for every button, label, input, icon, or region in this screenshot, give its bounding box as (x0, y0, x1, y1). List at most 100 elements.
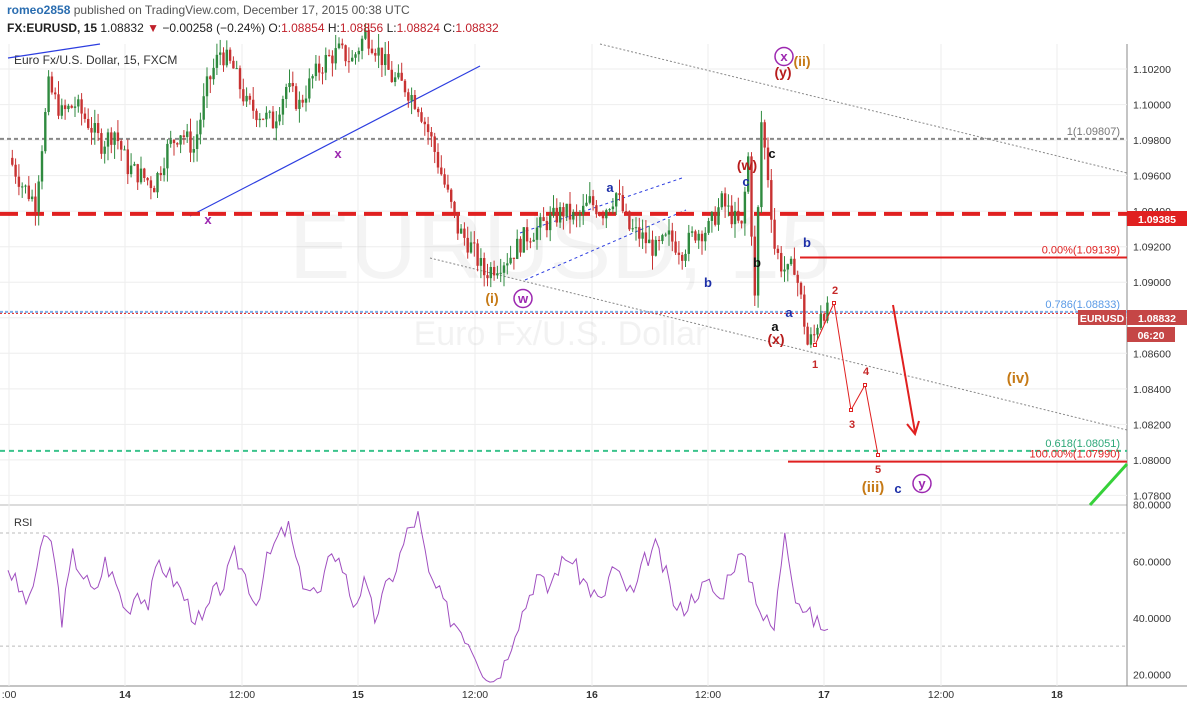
candle-body (651, 239, 654, 256)
candle-body (601, 214, 605, 219)
price-tick-label: 1.09000 (1133, 277, 1171, 289)
candle-body (433, 136, 436, 152)
candle-body (555, 207, 558, 223)
candle-body (162, 168, 166, 176)
candle-body (337, 43, 341, 49)
candle-body (469, 242, 473, 253)
quote-line: FX:EURUSD, 15 1.08832 ▼ −0.00258 (−0.24%… (7, 21, 499, 35)
candle-body (714, 212, 717, 225)
candle-body (40, 151, 44, 182)
candle-body (456, 212, 459, 234)
trendline-fragment (7, 43, 101, 59)
candle-body (657, 239, 661, 242)
close-value: 1.08832 (455, 21, 499, 35)
candle-body (766, 147, 770, 181)
candle-body (740, 220, 743, 224)
projection-node (832, 301, 836, 305)
candle-body (417, 108, 420, 113)
price-tick-label: 1.09600 (1133, 171, 1171, 183)
candle-body (172, 139, 176, 144)
candle-body (374, 52, 377, 56)
candle-body (278, 114, 281, 122)
price-tick-label: 1.08400 (1133, 384, 1171, 396)
candle-body (294, 86, 298, 109)
candle-body (153, 188, 156, 193)
candle-body (519, 238, 522, 253)
time-tick-label: 15 (352, 689, 364, 701)
green-trend-arrow (1088, 462, 1129, 507)
candle-body (783, 269, 786, 272)
candle-body (522, 227, 525, 253)
candle-body (149, 180, 153, 189)
publish-line: romeo2858 published on TradingView.com, … (7, 3, 410, 17)
candle-body (770, 180, 773, 220)
candle-body (618, 193, 621, 196)
candle-body (255, 110, 258, 121)
candle-body (407, 92, 410, 101)
candle-body (486, 275, 489, 279)
author-name[interactable]: romeo2858 (7, 3, 71, 17)
price-badge-text: 1.09385 (1138, 214, 1176, 226)
candle-body (27, 185, 30, 200)
candle-body (291, 83, 294, 87)
candle-body (492, 266, 496, 276)
candle-body (816, 327, 819, 335)
candle-body (578, 214, 582, 216)
candle-body (387, 54, 390, 70)
candle-body (463, 228, 466, 238)
candle-body (410, 95, 413, 101)
wave-label: w (517, 291, 529, 306)
wave-label: (y) (774, 64, 791, 80)
candle-body (195, 134, 199, 150)
candle-body (351, 57, 354, 62)
candle-body (634, 227, 638, 229)
candle-body (245, 95, 248, 102)
candle-body (450, 189, 453, 202)
price-tick-label: 1.10000 (1133, 100, 1171, 112)
price-tick-label: 1.09200 (1133, 242, 1171, 254)
candle-body (24, 185, 27, 187)
wave-label: 1 (812, 359, 818, 371)
candle-body (789, 258, 793, 265)
candle-body (674, 241, 677, 253)
price-tick-label: 1.08600 (1133, 348, 1171, 360)
candle-body (440, 167, 443, 175)
candle-body (512, 257, 516, 259)
chart-title: Euro Fx/U.S. Dollar, 15, FXCM (14, 53, 177, 67)
candle-body (723, 193, 727, 207)
candle-body (334, 48, 337, 64)
support-trendline (189, 65, 481, 217)
candle-body (136, 164, 139, 183)
wave-label: x (334, 146, 342, 161)
candle-body (473, 242, 476, 244)
candle-body (44, 112, 47, 152)
price-tick-label: 1.09800 (1133, 135, 1171, 147)
candle-body (258, 118, 261, 121)
candle-body (648, 239, 651, 244)
candle-body (585, 202, 588, 206)
candle-body (67, 105, 70, 110)
candle-body (205, 76, 209, 97)
price-badge (1078, 310, 1126, 325)
low-value: 1.08824 (396, 21, 440, 35)
projection-node (863, 383, 867, 387)
candle-body (321, 72, 324, 74)
candle-body (443, 174, 446, 185)
candle-body (90, 127, 93, 133)
candle-body (393, 77, 397, 82)
candle-body (684, 253, 687, 261)
candle-body (605, 210, 608, 219)
forecast-arrow (892, 304, 916, 433)
candle-body (281, 98, 285, 115)
wave-label: a (771, 319, 779, 334)
candle-body (763, 122, 766, 148)
candle-body (806, 326, 809, 345)
candle-body (704, 232, 707, 242)
candle-body (690, 231, 694, 233)
candle-body (63, 105, 67, 110)
candle-body (215, 54, 219, 68)
candle-body (73, 106, 77, 108)
high-value: 1.08856 (339, 21, 384, 35)
candle-body (681, 254, 684, 261)
